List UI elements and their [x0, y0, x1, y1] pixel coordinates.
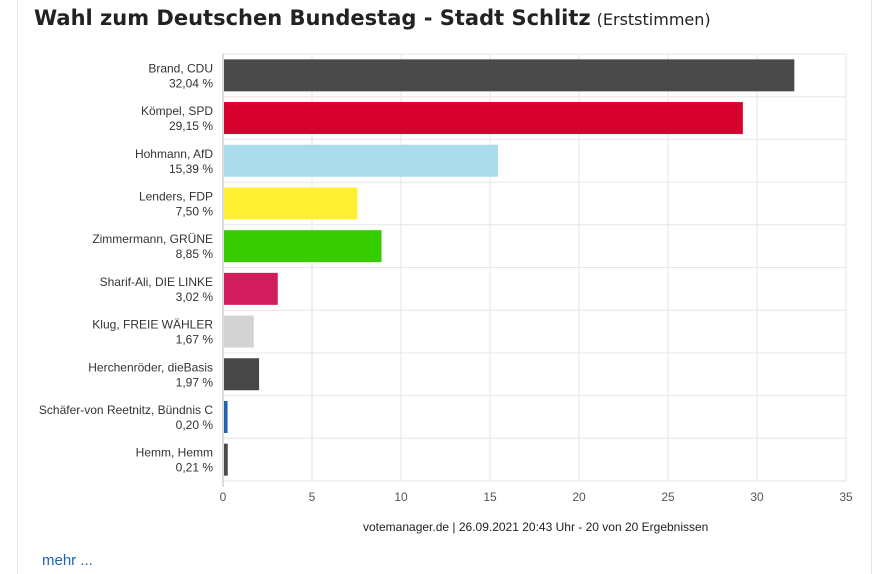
category-label: Sharif-Ali, DIE LINKE: [100, 275, 213, 289]
bar-9: [224, 443, 228, 476]
category-label: Herchenröder, dieBasis: [88, 360, 213, 374]
x-tick-label: 35: [839, 490, 853, 504]
more-link[interactable]: mehr ...: [42, 552, 93, 569]
x-tick-label: 25: [661, 490, 675, 504]
value-label: 8,85 %: [176, 247, 214, 261]
value-label: 7,50 %: [176, 204, 214, 218]
x-tick-label: 20: [572, 490, 586, 504]
category-label: Zimmermann, GRÜNE: [92, 232, 213, 246]
x-tick-label: 30: [750, 490, 764, 504]
category-label: Klug, FREIE WÄHLER: [92, 318, 213, 332]
bar-3: [224, 187, 358, 220]
bar-7: [224, 358, 260, 391]
bar-0: [224, 59, 795, 92]
bar-1: [224, 102, 743, 135]
bar-5: [224, 272, 278, 305]
category-label: Hemm, Hemm: [136, 446, 213, 460]
chart-title: Wahl zum Deutschen Bundestag - Stadt Sch…: [34, 6, 591, 30]
value-label: 3,02 %: [176, 290, 214, 304]
value-label: 1,97 %: [176, 375, 214, 389]
value-label: 15,39 %: [169, 162, 213, 176]
category-label: Lenders, FDP: [139, 189, 213, 203]
category-label: Brand, CDU: [148, 61, 213, 75]
x-tick-label: 15: [483, 490, 497, 504]
bar-4: [224, 230, 382, 263]
value-label: 29,15 %: [169, 119, 213, 133]
source-footer: votemanager.de | 26.09.2021 20:43 Uhr - …: [363, 520, 709, 534]
chart-panel: [17, 0, 872, 574]
page-title: Wahl zum Deutschen Bundestag - Stadt Sch…: [34, 6, 711, 30]
category-label: Schäfer-von Reetnitz, Bündnis C: [39, 403, 213, 417]
chart-subtitle: (Erststimmen): [596, 10, 711, 29]
bar-2: [224, 144, 498, 177]
x-tick-label: 0: [220, 490, 227, 504]
x-tick-label: 10: [394, 490, 408, 504]
category-label: Hohmann, AfD: [135, 147, 213, 161]
value-label: 0,20 %: [176, 418, 214, 432]
value-label: 0,21 %: [176, 461, 214, 475]
category-label: Kömpel, SPD: [141, 104, 213, 118]
bar-6: [224, 315, 254, 348]
value-label: 32,04 %: [169, 76, 213, 90]
x-tick-label: 5: [309, 490, 316, 504]
value-label: 1,67 %: [176, 333, 214, 347]
bar-8: [224, 400, 228, 433]
